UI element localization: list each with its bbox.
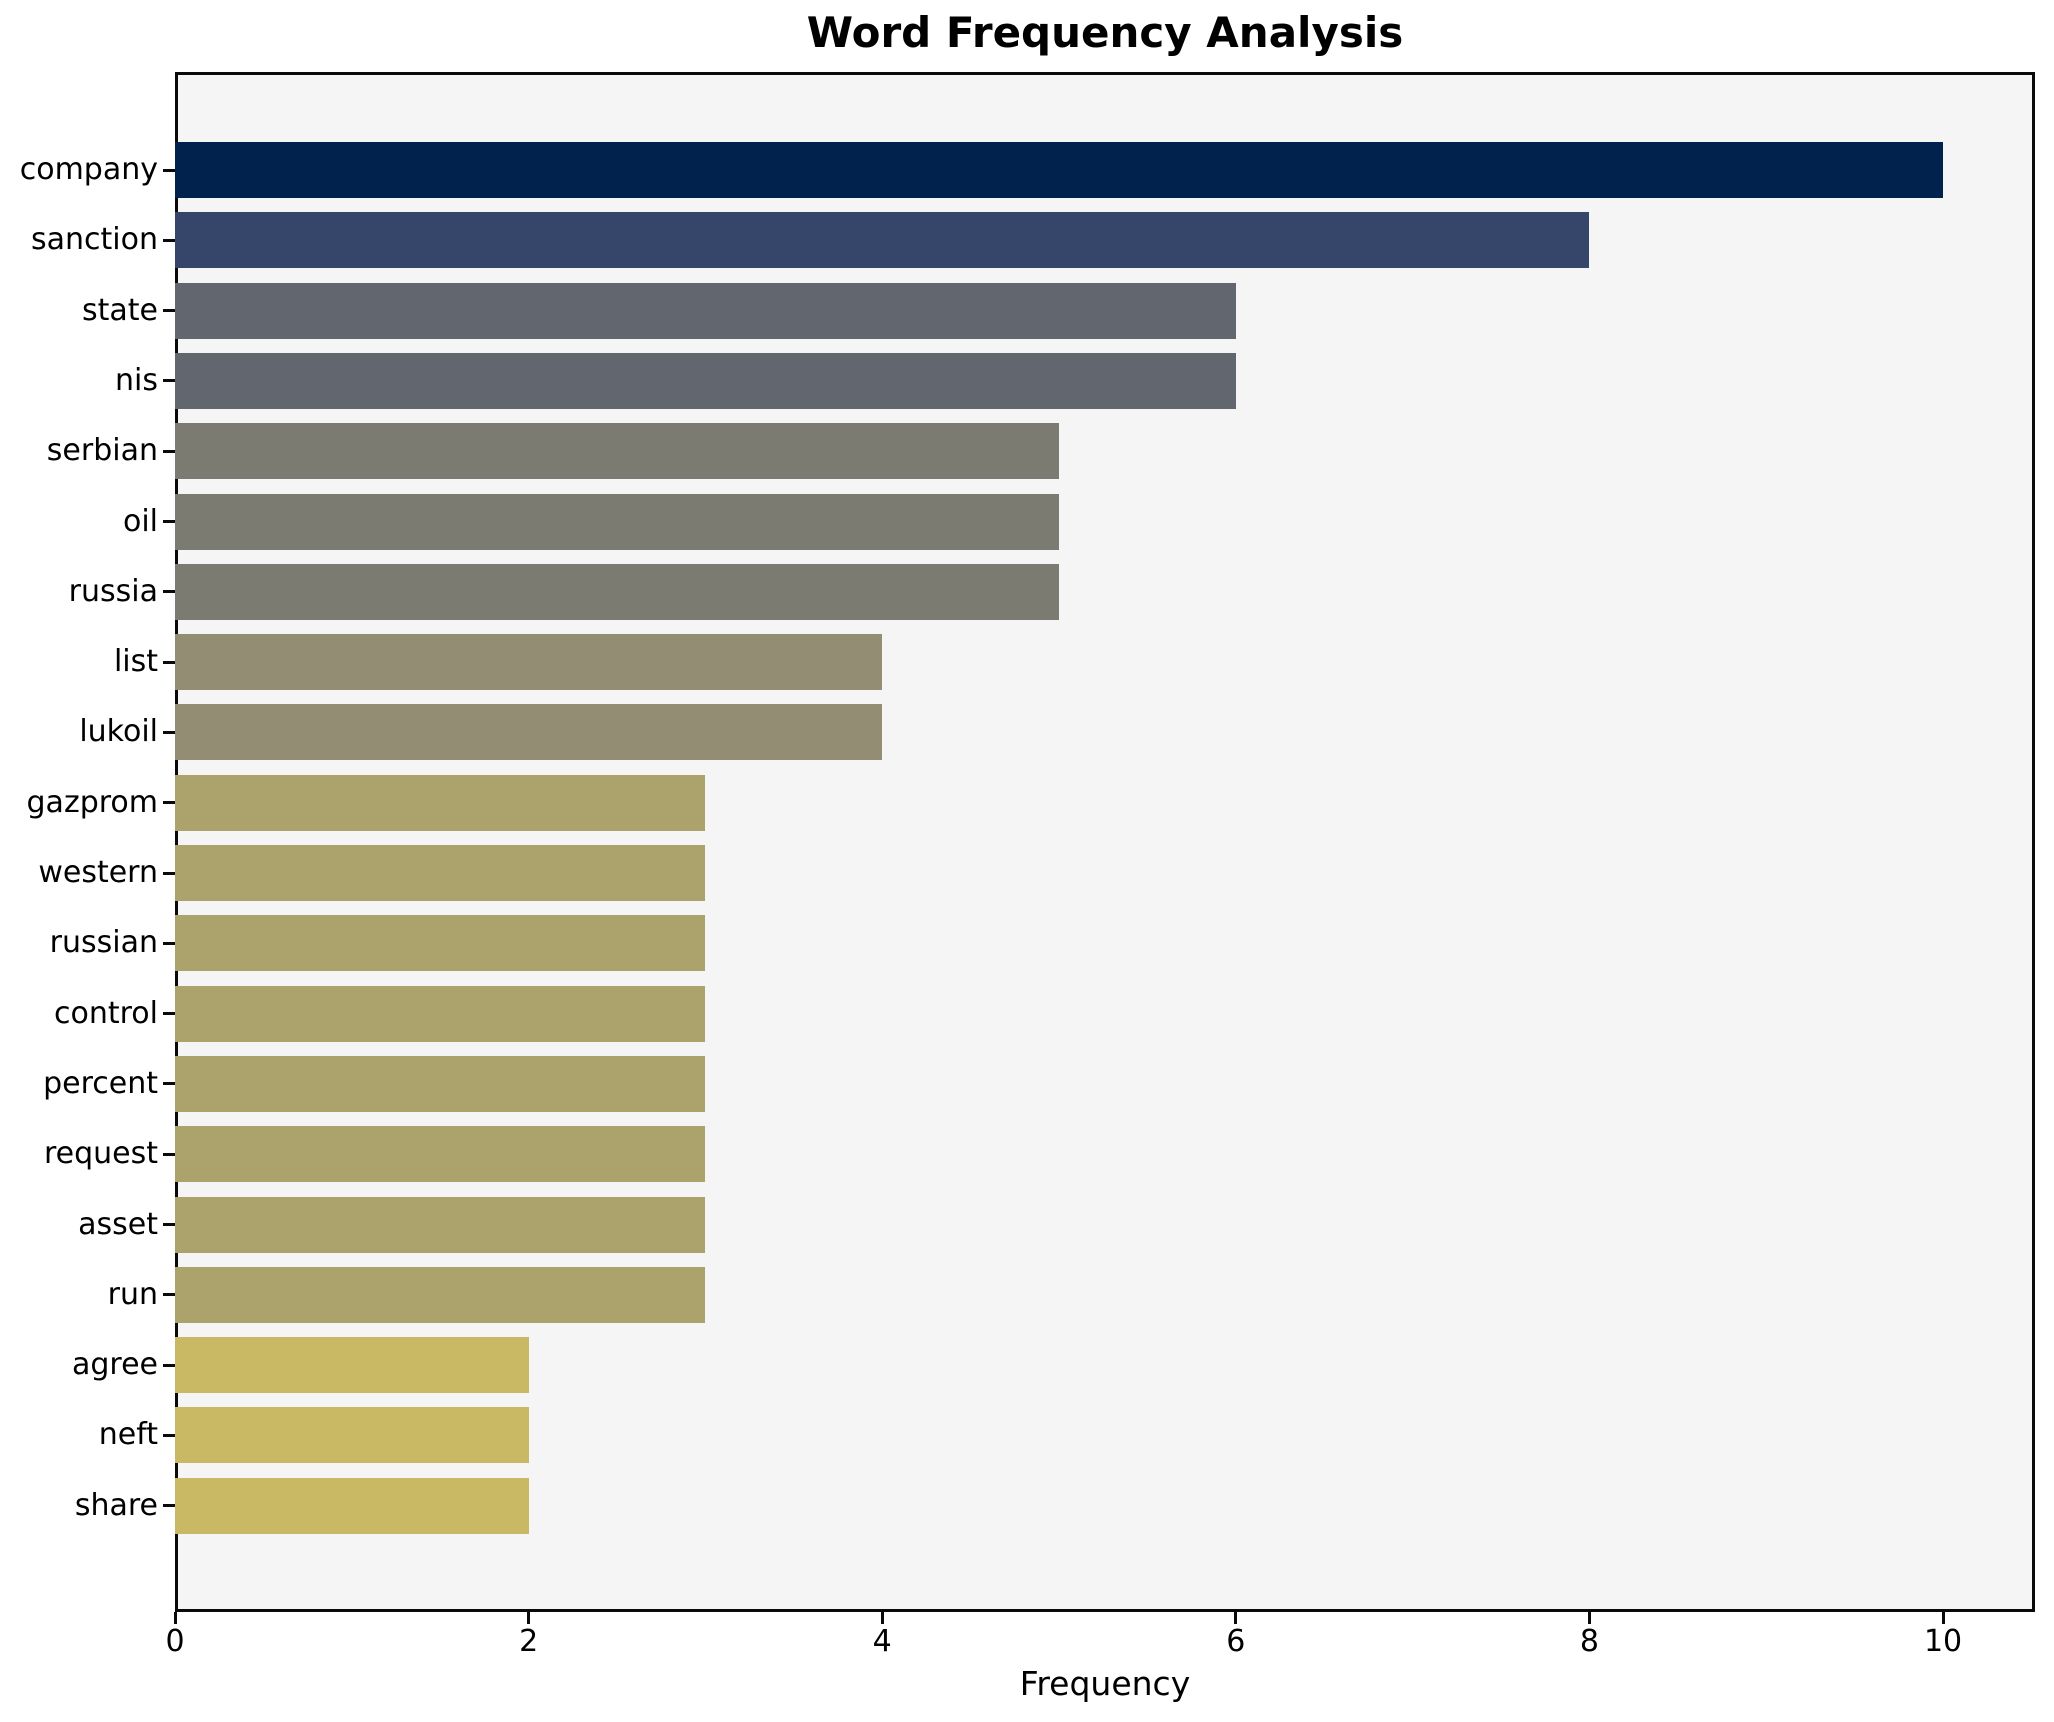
bar-western bbox=[175, 845, 706, 901]
y-tick-mark bbox=[163, 1223, 175, 1226]
y-tick-label-western: western bbox=[38, 855, 158, 890]
bar-gazprom bbox=[175, 774, 706, 831]
y-tick-mark bbox=[163, 1152, 175, 1156]
bar-sanction bbox=[175, 212, 1590, 269]
y-tick-label-state: state bbox=[82, 292, 158, 328]
y-tick-mark bbox=[163, 1363, 175, 1367]
chart-title: Word Frequency Analysis bbox=[806, 8, 1404, 57]
y-tick-mark bbox=[163, 660, 175, 664]
x-tick-label-2: 2 bbox=[519, 1624, 539, 1659]
y-tick-label-russian: russian bbox=[49, 925, 158, 961]
y-tick-mark bbox=[163, 871, 175, 875]
bar-request bbox=[175, 1126, 706, 1183]
y-tick-mark bbox=[163, 449, 175, 453]
y-tick-label-percent: percent bbox=[43, 1065, 158, 1101]
y-tick-mark bbox=[163, 730, 175, 734]
x-tick-mark bbox=[1587, 1612, 1591, 1624]
bar-agree bbox=[175, 1337, 529, 1394]
y-tick-label-sanction: sanction bbox=[31, 222, 158, 258]
y-tick-mark bbox=[163, 1293, 175, 1297]
x-tick-mark bbox=[1941, 1612, 1945, 1624]
y-tick-label-serbian: serbian bbox=[46, 433, 158, 469]
y-tick-mark bbox=[163, 590, 175, 594]
y-tick-mark bbox=[163, 1012, 175, 1016]
y-tick-label-neft: neft bbox=[98, 1417, 158, 1453]
x-tick-label-8: 8 bbox=[1579, 1624, 1599, 1659]
bar-list bbox=[175, 634, 883, 691]
x-tick-mark bbox=[173, 1612, 177, 1624]
x-tick-label-10: 10 bbox=[1923, 1624, 1963, 1659]
y-tick-label-agree: agree bbox=[71, 1347, 158, 1383]
y-tick-label-russia: russia bbox=[68, 573, 158, 609]
y-tick-mark bbox=[163, 309, 175, 313]
x-axis-label: Frequency bbox=[1019, 1664, 1191, 1703]
y-tick-mark bbox=[163, 379, 175, 383]
y-tick-mark bbox=[163, 520, 175, 523]
y-tick-label-control: control bbox=[54, 995, 158, 1031]
y-tick-label-run: run bbox=[107, 1276, 158, 1312]
bar-russia bbox=[175, 563, 1060, 620]
y-tick-label-asset: asset bbox=[78, 1206, 158, 1242]
y-tick-label-oil: oil bbox=[122, 503, 158, 539]
bar-run bbox=[175, 1266, 706, 1323]
bar-oil bbox=[175, 493, 1060, 550]
y-tick-label-list: list bbox=[113, 644, 158, 680]
y-tick-mark bbox=[163, 801, 175, 805]
x-tick-mark bbox=[880, 1612, 884, 1624]
y-tick-mark bbox=[163, 1504, 175, 1508]
bar-nis bbox=[175, 352, 1236, 409]
y-tick-label-share: share bbox=[74, 1487, 158, 1523]
x-tick-label-0: 0 bbox=[165, 1624, 185, 1659]
y-tick-label-gazprom: gazprom bbox=[26, 784, 158, 820]
y-tick-label-request: request bbox=[43, 1136, 158, 1172]
bar-share bbox=[175, 1477, 529, 1534]
bar-neft bbox=[175, 1407, 529, 1464]
y-tick-mark bbox=[163, 1082, 175, 1086]
y-tick-label-company: company bbox=[19, 152, 158, 187]
bar-asset bbox=[175, 1196, 706, 1253]
x-tick-mark bbox=[527, 1612, 531, 1624]
bar-control bbox=[175, 985, 706, 1042]
bar-percent bbox=[175, 1055, 706, 1112]
x-tick-mark bbox=[1234, 1612, 1238, 1624]
bar-state bbox=[175, 282, 1236, 339]
x-tick-label-4: 4 bbox=[872, 1624, 892, 1659]
y-tick-mark bbox=[163, 941, 175, 945]
y-tick-label-nis: nis bbox=[115, 362, 158, 398]
bar-company bbox=[175, 142, 1944, 198]
bar-serbian bbox=[175, 423, 1060, 480]
x-tick-label-6: 6 bbox=[1226, 1624, 1246, 1659]
y-tick-mark bbox=[163, 1433, 175, 1437]
bar-lukoil bbox=[175, 704, 883, 761]
y-tick-mark bbox=[163, 238, 175, 242]
bar-russian bbox=[175, 915, 706, 972]
y-tick-mark bbox=[163, 168, 175, 172]
y-tick-label-lukoil: lukoil bbox=[79, 714, 158, 750]
